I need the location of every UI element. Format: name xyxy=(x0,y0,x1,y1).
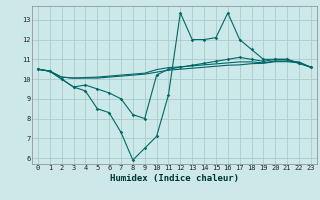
X-axis label: Humidex (Indice chaleur): Humidex (Indice chaleur) xyxy=(110,174,239,183)
